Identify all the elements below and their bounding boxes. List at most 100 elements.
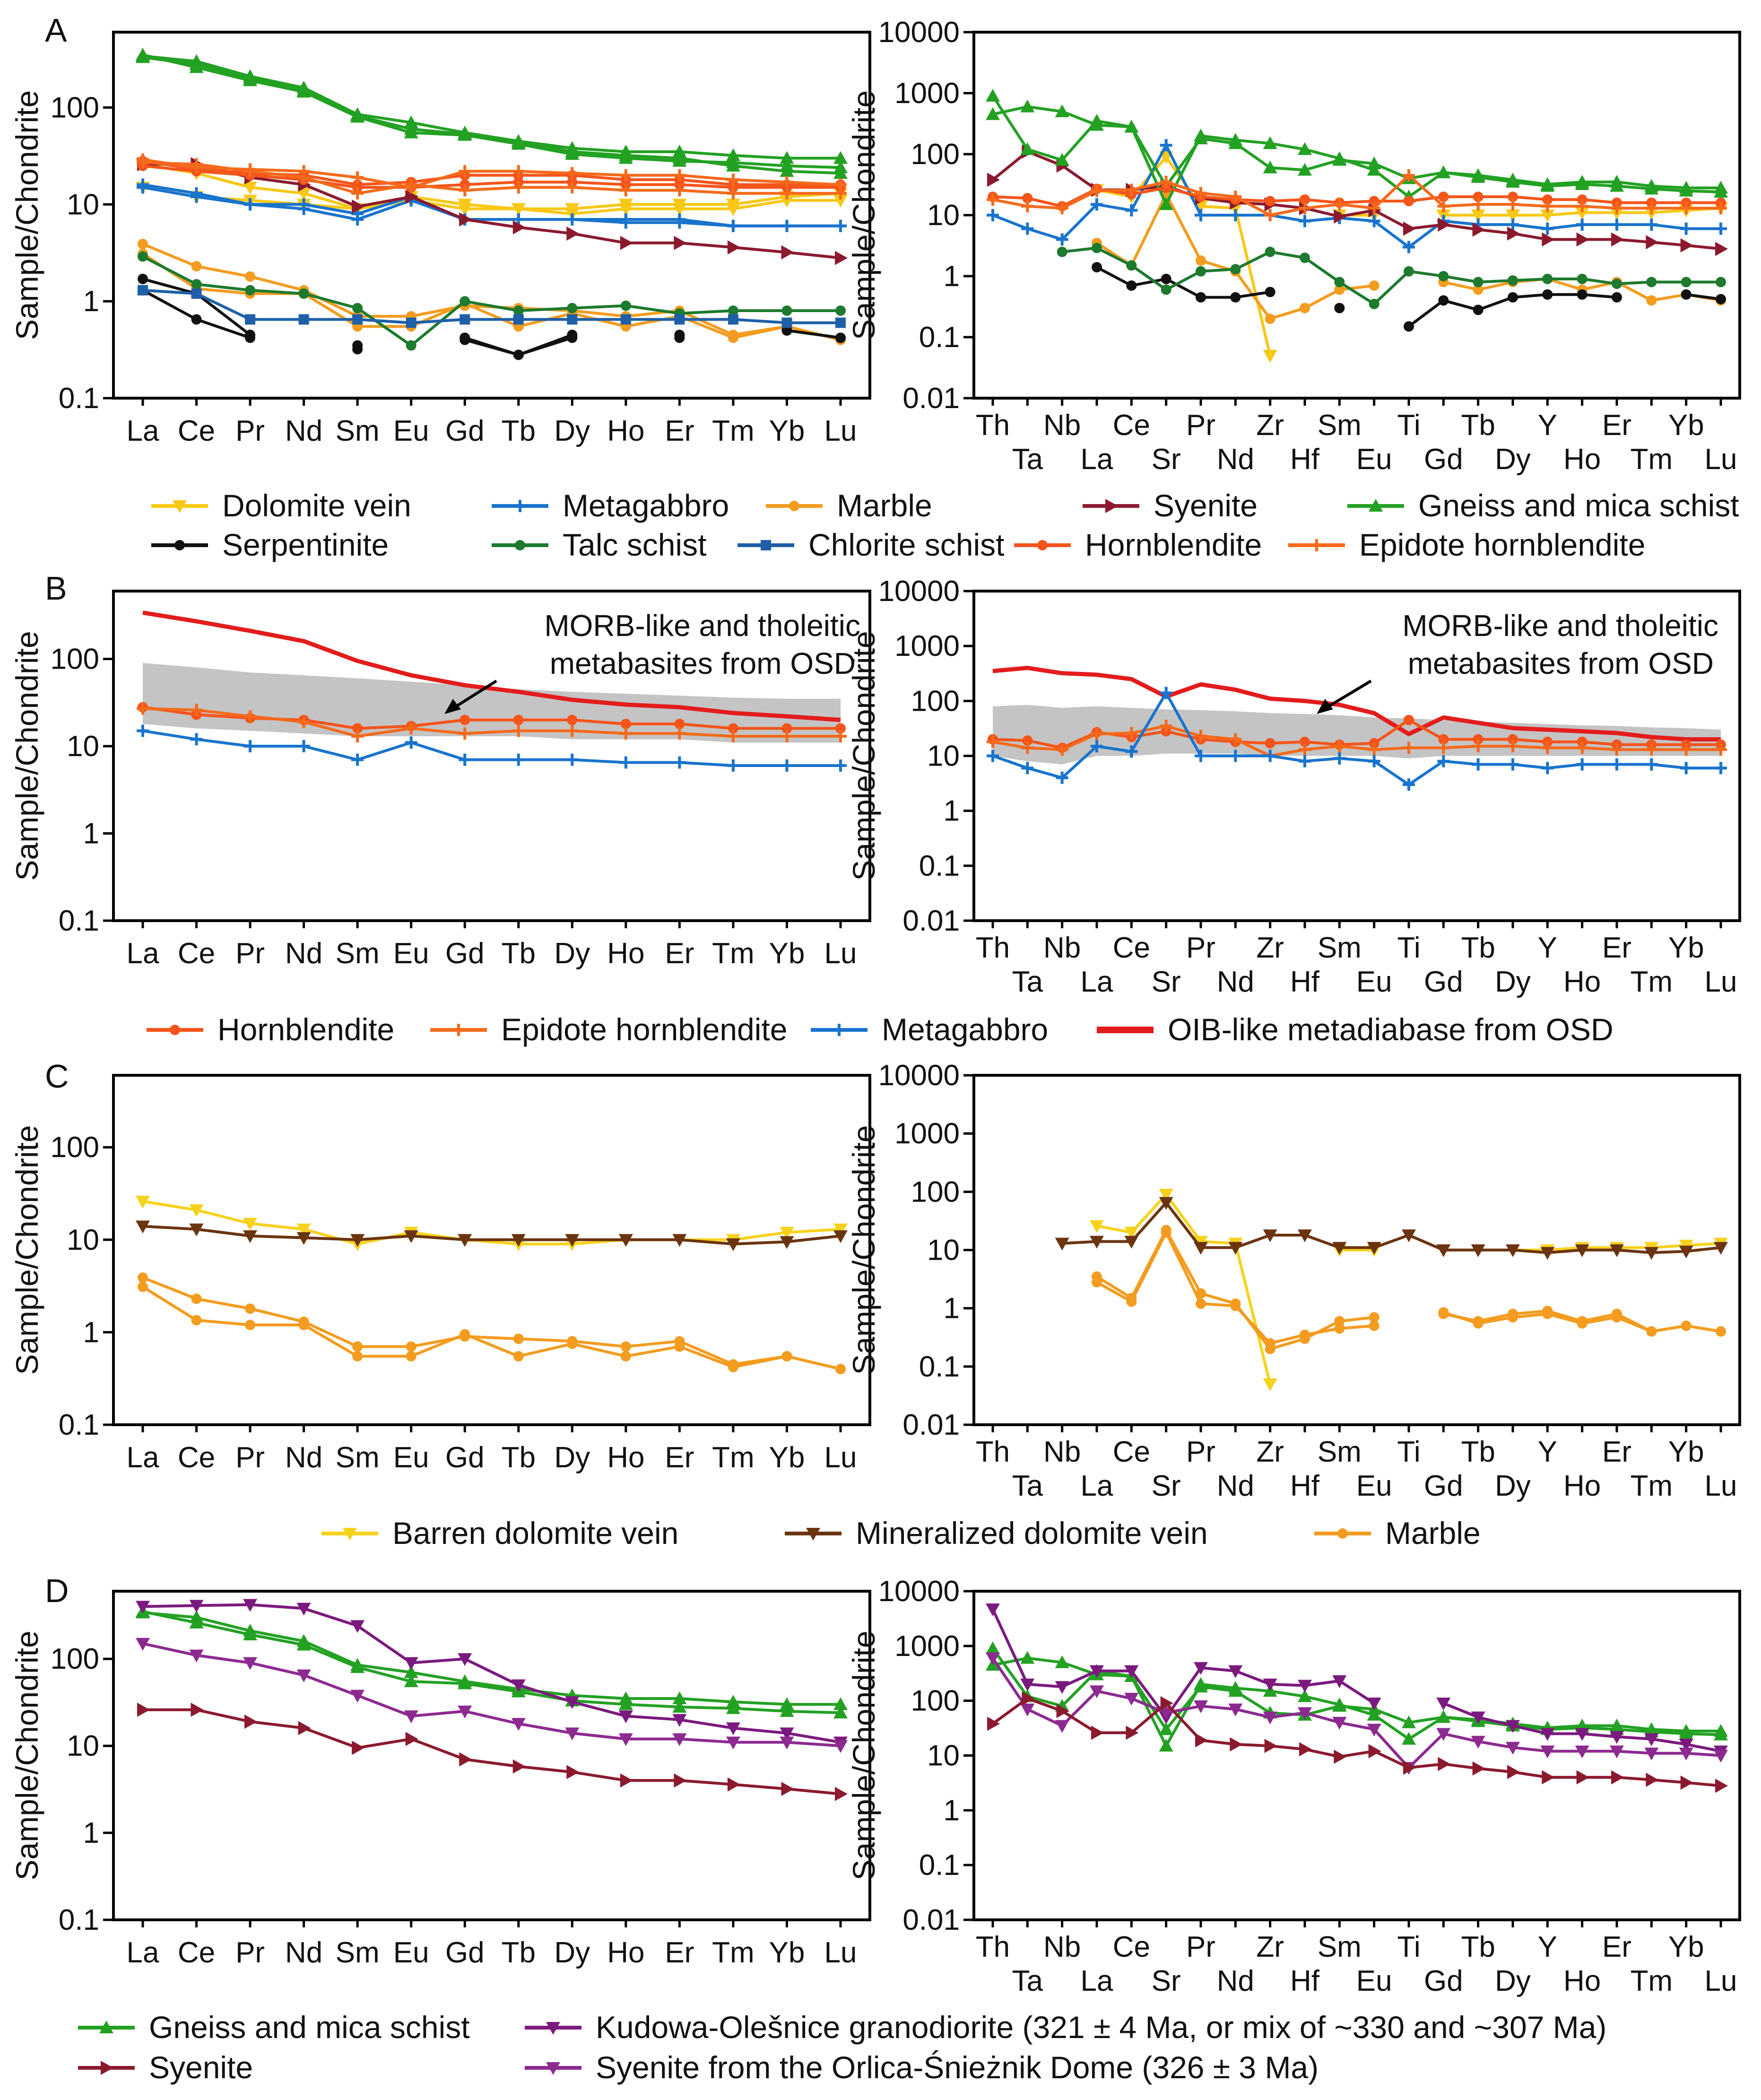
x-tick-label-b-ree: Ho [607,937,644,970]
legend-item-b-2: Metagabbro [811,1012,1048,1047]
data-point-d-spider [1506,1720,1520,1733]
data-point-d-ree [458,1653,472,1666]
data-point-a-ree [835,305,846,316]
data-point-d-spider [1022,1691,1035,1706]
x-tick-label-d-spider: Nb [1043,1931,1081,1963]
data-point-a-spider [1126,260,1137,271]
x-tick-label-c-spider: Er [1602,1436,1631,1468]
y-axis-label-d-ree: Sample/Chondrite [9,1630,44,1880]
x-tick-label-b-ree: Nd [285,937,322,970]
data-point-a-spider [1679,183,1693,197]
y-tick-label-d-ree: 100 [51,1643,99,1675]
data-point-a-spider [1645,218,1658,231]
x-tick-label-d-ree: Lu [824,1936,857,1969]
y-tick-label-a-spider: 10000 [878,16,960,49]
data-point-d-ree [565,1696,580,1709]
data-point-b-ree [674,718,685,729]
x-tick-label-c-spider: La [1081,1470,1113,1502]
x-tick-label-d-spider: Eu [1356,1965,1392,1997]
y-tick-label-c-ree: 0.1 [59,1409,99,1441]
legend-label-d2-1: Syenite from the Orlica-Śnieżnik Dome (3… [596,2050,1319,2085]
data-point-c-ree [781,1351,792,1362]
data-point-d-spider [1644,1747,1659,1760]
data-point-b-ree [673,756,686,769]
legend-label-b-2: Metagabbro [882,1012,1048,1047]
data-point-a-ree [244,165,257,178]
data-point-d-spider [1160,1696,1173,1710]
data-point-a-ree [137,156,149,169]
series-line-d-ree [142,1610,841,1715]
data-point-a-spider [1404,196,1414,207]
data-point-d-spider [1020,1703,1035,1717]
data-point-a-ree [565,144,580,157]
x-tick-label-b-spider: Sm [1318,932,1362,964]
data-point-b-spider [1229,749,1242,762]
data-point-d-ree [405,1732,418,1746]
x-tick-label-b-spider: Hf [1290,966,1320,998]
data-point-a-spider [1194,131,1208,145]
data-point-a-spider [986,88,1000,102]
legend-item-a2-2: Chlorite schist [737,527,1004,562]
data-point-a-spider [1472,198,1484,211]
y-axis-label-a-spider: Sample/Chondrite [846,90,881,340]
data-point-c-ree [138,1281,148,1292]
data-point-c-spider [1542,1308,1553,1319]
data-point-d-spider [1646,1772,1659,1787]
data-point-c-ree [513,1333,524,1344]
x-tick-label-b-spider: Tb [1461,932,1495,964]
data-point-a-ree [460,314,470,325]
series-line-a-ree [142,288,841,324]
text-layer: A B C D MORB-like and tholeitic metabasi… [45,12,1718,1609]
data-point-d-spider [1159,1739,1173,1752]
data-point-d-spider [1575,1728,1589,1741]
data-point-a-spider [1540,179,1555,192]
legend-label-c-2: Marble [1385,1516,1481,1551]
data-point-a-ree [512,165,525,178]
data-point-a-spider [1438,217,1451,232]
data-point-a-spider [1715,202,1727,215]
series-line-a-spider [992,144,1721,249]
data-point-a-ree [566,181,579,194]
series-a-spider-9 [987,169,1727,221]
data-point-c-ree [726,1238,740,1251]
y-tick-label-d-spider: 1000 [894,1630,960,1663]
legend-item-b-3: OIB-like metadiabase from OSD [1097,1012,1614,1047]
x-tick-label-a-spider: Gd [1424,443,1463,476]
y-axis-label-c-spider: Sample/Chondrite [846,1125,881,1375]
x-tick-label-c-spider: Gd [1424,1470,1463,1502]
legend-marker-a1-4 [1369,499,1383,512]
data-point-a-ree [567,332,578,343]
series-a-spider-7 [1057,243,1726,309]
data-point-a-spider [1542,273,1553,284]
legend-item-a1-3: Syenite [1083,488,1258,523]
x-tick-label-a-ree: Tb [502,415,536,447]
y-axis-label-c-ree: Sample/Chondrite [9,1125,44,1375]
data-point-a-ree [138,239,148,250]
series-a-spider-6 [1092,262,1726,332]
data-point-b-spider [1645,758,1658,771]
data-point-d-spider [1679,1738,1693,1751]
series-line-b-ree [142,729,841,767]
data-point-b-spider [1680,762,1692,775]
data-point-b-ree [566,724,579,737]
data-point-d-ree [296,1638,311,1651]
data-point-c-ree [728,1362,738,1373]
x-tick-label-b-spider: Lu [1705,966,1737,998]
data-point-a-spider [1645,202,1658,215]
data-point-a-ree [726,148,740,161]
data-point-a-ree [728,332,738,343]
x-tick-label-b-ree: Eu [393,937,429,970]
data-point-a-ree [834,187,847,200]
x-tick-label-d-spider: Zr [1256,1931,1284,1963]
x-tick-label-b-spider: Gd [1424,966,1463,998]
x-tick-label-c-ree: Ho [607,1441,644,1474]
data-point-d-ree [835,1786,848,1801]
data-point-d-ree [191,1702,204,1717]
legend-label-a1-4: Gneiss and mica schist [1418,488,1739,523]
data-point-a-ree [567,314,578,325]
data-point-c-ree [833,1230,848,1243]
data-point-d-spider [1714,1727,1728,1741]
data-point-d-ree [672,1733,687,1746]
x-tick-label-c-ree: Nd [285,1441,322,1474]
data-point-c-ree [565,1234,580,1247]
